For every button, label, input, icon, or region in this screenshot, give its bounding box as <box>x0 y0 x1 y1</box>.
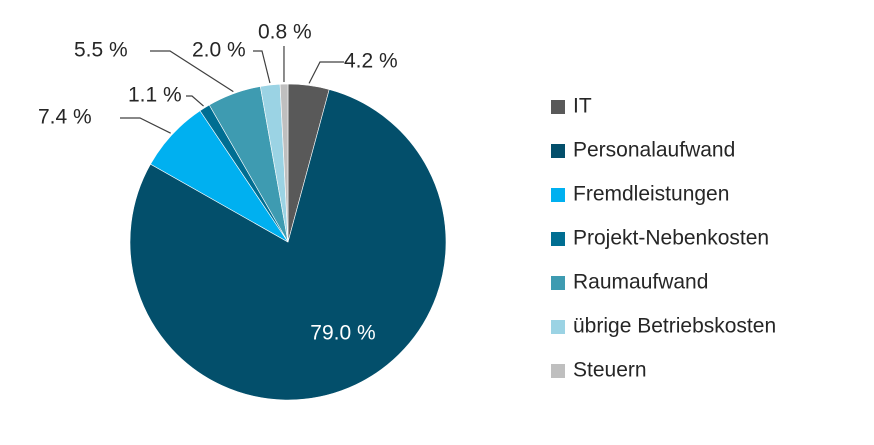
legend-swatch-it <box>551 100 565 114</box>
legend-label-steuern: Steuern <box>573 359 647 382</box>
data-label-steuern: 0.8 % <box>258 21 312 44</box>
legend-label-personalaufwand: Personalaufwand <box>573 139 735 162</box>
legend-swatch-projekt-nebenkosten <box>551 232 565 246</box>
pie-slice-personalaufwand <box>129 89 447 401</box>
data-label-fremdleistungen: 7.4 % <box>38 106 92 129</box>
pie-slice-steuern <box>279 83 289 243</box>
data-label-it: 4.2 % <box>344 50 398 73</box>
leader-line-projekt-nebenkosten <box>186 95 204 107</box>
data-label-uebrige-betriebskosten: 2.0 % <box>192 39 246 62</box>
legend-label-projekt-nebenkosten: Projekt-Nebenkosten <box>573 227 769 250</box>
legend-swatch-personalaufwand <box>551 144 565 158</box>
legend-swatch-steuern <box>551 364 565 378</box>
legend-label-fremdleistungen: Fremdleistungen <box>573 183 729 206</box>
data-label-personalaufwand: 79.0 % <box>310 322 375 345</box>
legend-swatch-fremdleistungen <box>551 188 565 202</box>
leader-line-uebrige-betriebskosten <box>253 50 271 84</box>
data-label-projekt-nebenkosten: 1.1 % <box>128 84 182 107</box>
legend-label-raumaufwand: Raumaufwand <box>573 271 708 294</box>
legend-label-it: IT <box>573 95 592 118</box>
legend-swatch-uebrige-betriebskosten <box>551 320 565 334</box>
legend-label-uebrige-betriebskosten: übrige Betriebskosten <box>573 315 776 338</box>
leader-line-raumaufwand <box>150 50 234 93</box>
leader-line-fremdleistungen <box>120 117 171 134</box>
legend-swatch-raumaufwand <box>551 276 565 290</box>
data-label-raumaufwand: 5.5 % <box>74 39 128 62</box>
leader-line-it <box>308 61 344 84</box>
